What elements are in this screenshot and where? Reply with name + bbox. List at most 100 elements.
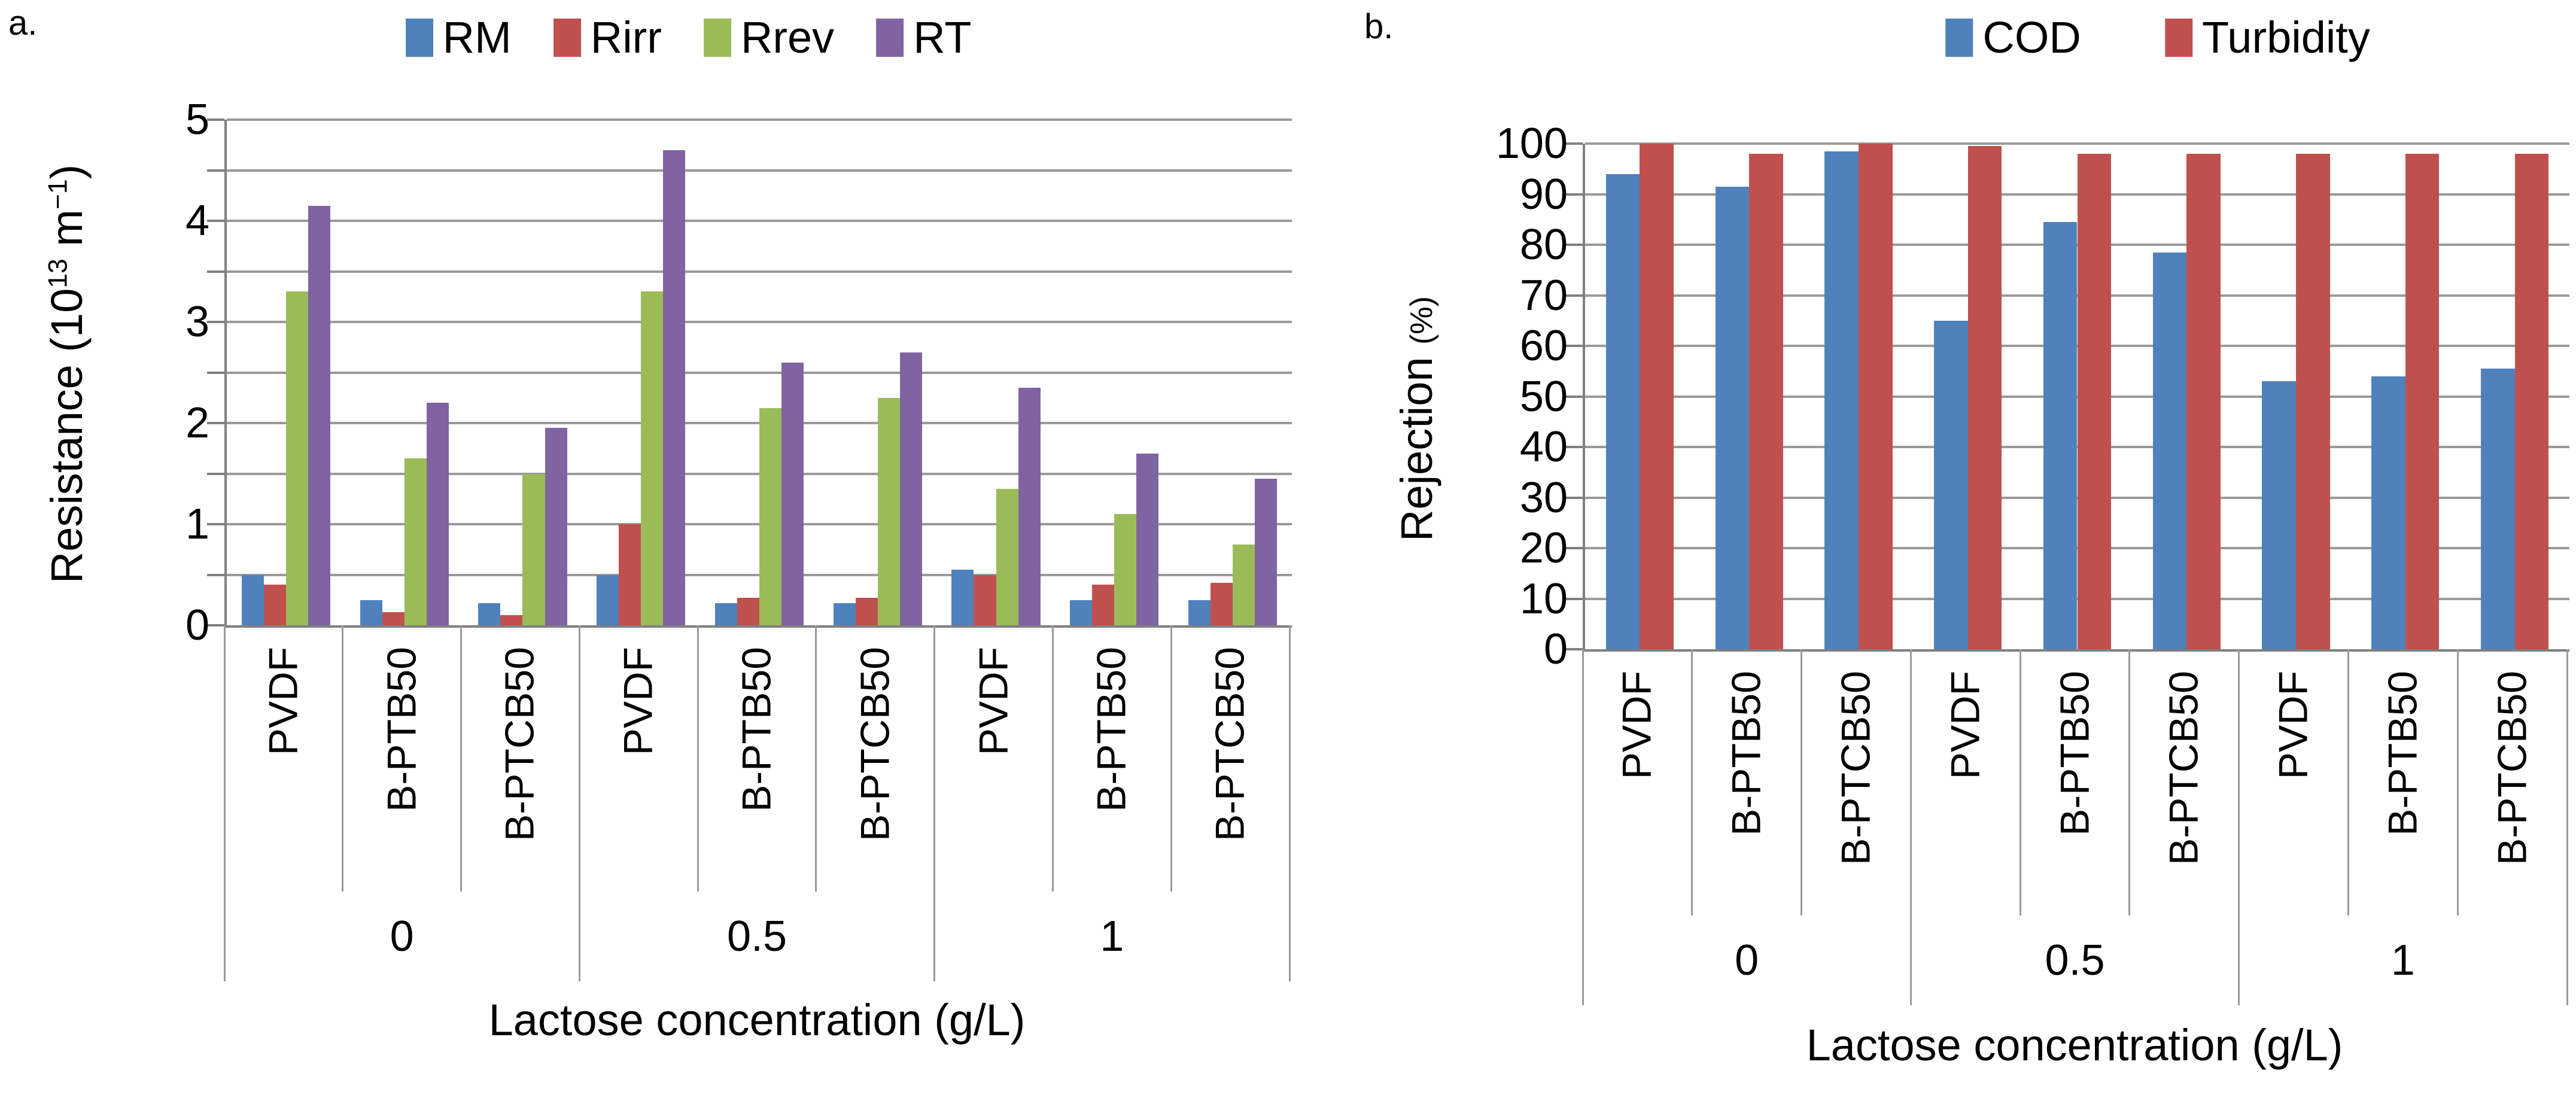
y-axis-tick <box>207 523 224 525</box>
legend-label: RM <box>442 13 512 62</box>
category-separator <box>1051 625 1054 892</box>
bar-COD-7-B-PTB50 <box>2371 376 2405 649</box>
bar-Turbidity-3-PVDF <box>1967 146 2002 649</box>
y-axis-tick <box>1565 142 1583 145</box>
legend-swatch-RM <box>405 19 433 57</box>
category-label-8: B-PTCB50 <box>1207 647 1253 841</box>
panel-b-label: b. <box>1364 7 1394 46</box>
gridline <box>227 118 1292 121</box>
bar-COD-0-PVDF <box>1605 174 1640 649</box>
y-axis-tick <box>207 371 224 374</box>
y-axis-title-a-exponent: −1 <box>43 179 73 210</box>
bar-Rrev-8-B-PTCB50 <box>1233 544 1255 625</box>
bar-Rrev-0-PVDF <box>285 291 308 625</box>
legend-swatch-Rirr <box>553 19 581 57</box>
bar-COD-8-B-PTCB50 <box>2480 369 2515 649</box>
gridline <box>227 321 1292 323</box>
bar-Turbidity-7-B-PTB50 <box>2405 153 2440 649</box>
y-tick-label: 4 <box>185 197 209 245</box>
bar-COD-6-PVDF <box>2262 381 2297 649</box>
panel-b: b. COD Turbidity Rejection (%) Lactose co… <box>1316 0 2576 1104</box>
y-tick-label: 0 <box>185 601 209 649</box>
panel-a-label: a. <box>8 4 38 42</box>
bar-RT-0-PVDF <box>308 205 331 625</box>
bar-Rrev-2-B-PTCB50 <box>522 473 545 625</box>
legend-item-Turbidity: Turbidity <box>2164 16 2370 60</box>
bar-COD-2-B-PTCB50 <box>1824 151 1859 649</box>
y-axis-tick <box>1565 547 1583 549</box>
legend-item-RT: RT <box>876 13 972 62</box>
category-label-7: B-PTB50 <box>1088 647 1135 812</box>
bar-RM-2-B-PTCB50 <box>478 603 501 625</box>
y-axis-tick <box>1565 193 1583 196</box>
legend-label: Rirr <box>590 13 662 62</box>
bar-Rirr-6-PVDF <box>974 574 996 625</box>
category-separator <box>2347 649 2349 916</box>
legend-swatch-RT <box>876 19 904 57</box>
category-separator <box>1691 649 1693 916</box>
y-axis-title-a: Resistance (1013 m−1) <box>42 164 92 583</box>
y-axis-title-a-close: ) <box>42 164 92 180</box>
bar-Rirr-5-B-PTCB50 <box>855 598 878 625</box>
bar-COD-1-B-PTB50 <box>1715 186 1750 649</box>
y-tick-label: 50 <box>1519 372 1568 421</box>
bar-Rrev-5-B-PTCB50 <box>877 397 900 625</box>
y-axis-tick <box>207 169 224 172</box>
category-separator <box>2128 649 2131 916</box>
y-axis-tick <box>1565 395 1583 398</box>
category-separator <box>342 625 344 892</box>
bar-RM-4-B-PTB50 <box>714 603 737 625</box>
legend-swatch-Turbidity <box>2164 19 2192 57</box>
plot-area-panel-b <box>1583 142 2569 652</box>
legend-label: COD <box>1982 13 2081 62</box>
bar-RM-6-PVDF <box>951 570 974 625</box>
y-axis-tick <box>207 118 224 121</box>
category-separator <box>2456 649 2459 916</box>
legend-item-COD: COD <box>1945 16 2081 60</box>
category-label-0: PVDF <box>1614 671 1660 780</box>
legend-swatch-COD <box>1945 19 1973 57</box>
group-separator <box>2238 649 2240 1005</box>
legend-label: Rrev <box>740 13 835 62</box>
bar-Turbidity-1-B-PTB50 <box>1749 153 1783 649</box>
category-label-4: B-PTB50 <box>2051 671 2097 836</box>
bar-Turbidity-5-B-PTCB50 <box>2186 153 2221 649</box>
bar-Rirr-0-PVDF <box>263 585 286 625</box>
y-tick-label: 2 <box>185 399 209 447</box>
y-axis-tick <box>1565 244 1583 246</box>
bar-COD-3-PVDF <box>1934 320 1968 649</box>
y-axis-tick <box>207 321 224 323</box>
category-label-6: PVDF <box>970 647 1016 756</box>
category-label-7: B-PTB50 <box>2380 671 2426 836</box>
bar-RM-1-B-PTB50 <box>360 600 382 625</box>
group-label-1: 1 <box>1100 913 1124 960</box>
group-label-0: 0 <box>390 913 414 960</box>
legend-label: RT <box>913 13 972 62</box>
y-tick-label: 60 <box>1519 322 1568 370</box>
bar-Rirr-7-B-PTB50 <box>1092 585 1115 625</box>
bar-RM-7-B-PTB50 <box>1070 600 1093 625</box>
group-separator <box>223 625 226 981</box>
x-axis-title-a: Lactose concentration (g/L) <box>488 995 1026 1045</box>
y-axis-title-a-superscript: 13 <box>43 258 73 288</box>
category-separator <box>2019 649 2021 916</box>
y-axis-tick <box>1565 597 1583 600</box>
group-separator <box>578 625 580 981</box>
y-tick-label: 0 <box>1543 625 1568 673</box>
group-separator <box>2566 649 2568 1005</box>
group-separator <box>933 625 936 981</box>
y-axis-tick <box>207 624 224 626</box>
bar-RM-3-PVDF <box>597 574 619 625</box>
group-separator <box>1288 625 1291 981</box>
bar-RT-5-B-PTCB50 <box>899 352 922 625</box>
y-tick-label: 20 <box>1519 524 1568 572</box>
bar-RT-7-B-PTB50 <box>1136 453 1159 625</box>
bar-RT-4-B-PTB50 <box>781 362 804 625</box>
x-axis-title-b: Lactose concentration (g/L) <box>1806 1020 2343 1070</box>
bar-RM-5-B-PTCB50 <box>833 603 856 625</box>
legend-a: RM Rirr Rrev RT <box>405 13 972 62</box>
bar-RM-8-B-PTCB50 <box>1188 600 1211 625</box>
bar-Rrev-1-B-PTB50 <box>404 458 427 625</box>
y-tick-label: 90 <box>1519 170 1568 218</box>
y-axis-tick <box>1565 294 1583 297</box>
